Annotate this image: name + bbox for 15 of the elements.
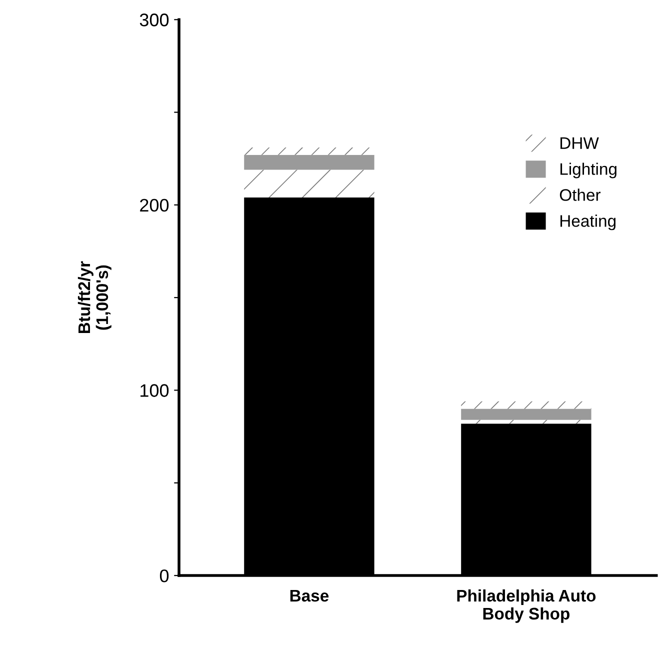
bar xyxy=(244,147,374,155)
y-tick-label: 0 xyxy=(160,569,169,582)
x-tick-label: Base xyxy=(290,590,329,602)
bar xyxy=(461,408,592,420)
legend-label: DHW xyxy=(560,137,599,149)
y-tick-label: 200 xyxy=(140,198,169,212)
y-axis-title: Btu/ft2/yr (1,000's) xyxy=(78,261,112,334)
y-tick-label: 300 xyxy=(140,14,169,26)
y-tick-label: 100 xyxy=(140,384,169,397)
x-tick-label: Philadelphia Auto Body Shop xyxy=(457,589,596,623)
bar xyxy=(461,401,592,409)
legend-label: Other xyxy=(560,188,601,201)
legend-label: Heating xyxy=(560,214,616,230)
legend-label: Lighting xyxy=(560,162,616,178)
bar xyxy=(461,420,592,424)
